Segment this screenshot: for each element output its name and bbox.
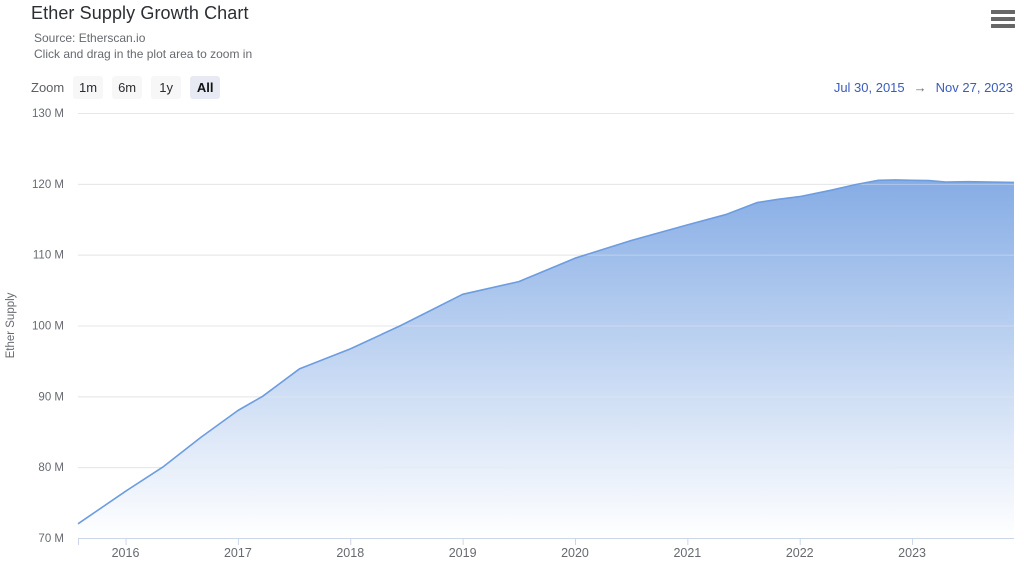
x-tick-label-2017: 2017 — [224, 546, 252, 560]
hamburger-bar — [991, 17, 1015, 21]
ether-supply-area-fill — [78, 179, 1014, 538]
date-range-selector: Jul 30, 2015 → Nov 27, 2023 — [834, 80, 1013, 95]
x-tick-label-2023: 2023 — [898, 546, 926, 560]
range-from-date[interactable]: Jul 30, 2015 — [833, 80, 905, 95]
y-tick-label-80: 80 M — [38, 462, 64, 474]
y-tick-label-90: 90 M — [38, 391, 64, 403]
ether-supply-line — [77, 179, 1015, 525]
hamburger-bar — [991, 10, 1015, 14]
zoom-range-button-1y[interactable]: 1y — [151, 76, 182, 99]
x-tick-label-2022: 2022 — [786, 546, 814, 560]
y-tick-label-100: 100 M — [32, 321, 64, 333]
zoom-range-button-1m[interactable]: 1m — [73, 76, 104, 99]
x-tick-label-2020: 2020 — [561, 546, 589, 560]
hamburger-bar — [991, 24, 1015, 28]
y-tick-label-110: 110 M — [33, 250, 64, 262]
y-tick-label-130: 130 M — [32, 108, 64, 120]
chart-title: Ether Supply Growth Chart — [31, 3, 249, 23]
x-tick-label-2021: 2021 — [673, 546, 701, 560]
y-tick-label-70: 70 M — [38, 533, 64, 545]
range-to-date[interactable]: Nov 27, 2023 — [935, 80, 1013, 95]
plot-area[interactable] — [78, 113, 1014, 538]
chart-hint-line: Click and drag in the plot area to zoom … — [34, 46, 253, 61]
chart-subtitle: Source: Etherscan.io Click and drag in t… — [34, 31, 252, 62]
zoom-label: Zoom — [31, 80, 65, 95]
range-arrow-icon: → — [913, 80, 927, 95]
y-tick-label-120: 120 M — [32, 179, 64, 191]
x-tick-label-2018: 2018 — [336, 546, 364, 560]
x-tick-label-2019: 2019 — [449, 546, 477, 560]
y-axis-title: Ether Supply — [5, 292, 17, 358]
hamburger-menu-icon[interactable] — [989, 8, 1017, 30]
chart-source-line: Source: Etherscan.io — [34, 31, 146, 45]
zoom-button-group: 1m 6m 1y All — [73, 76, 221, 99]
zoom-range-button-all[interactable]: All — [190, 76, 221, 99]
zoom-range-button-6m[interactable]: 6m — [112, 76, 143, 99]
x-tick-label-2016: 2016 — [112, 546, 140, 560]
